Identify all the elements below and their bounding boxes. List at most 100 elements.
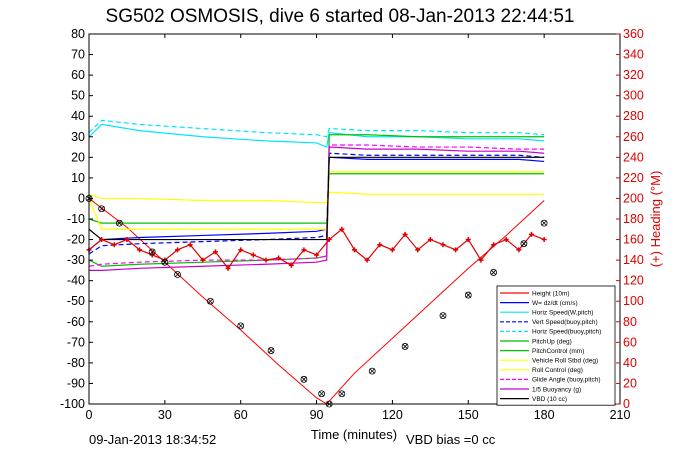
height-sample-cross bbox=[465, 292, 472, 298]
y2-tick-label: 140 bbox=[623, 253, 644, 267]
legend-entry: VBD (10 cc) bbox=[532, 396, 567, 403]
series-glide-angle-buoy-pitch bbox=[88, 144, 545, 267]
height-sample-cross bbox=[369, 368, 375, 374]
y-tick-label: 80 bbox=[71, 27, 85, 41]
y2-tick-label: 180 bbox=[623, 212, 644, 226]
height-sample-cross bbox=[521, 240, 527, 247]
y2-tick-label: 340 bbox=[623, 48, 644, 62]
height-sample-cross bbox=[162, 259, 168, 265]
series-roll-control-deg bbox=[88, 171, 545, 230]
legend-entry: 1/5 Buoyancy (g) bbox=[532, 386, 581, 393]
heading-point bbox=[212, 249, 218, 255]
height-sample-marker bbox=[206, 297, 214, 305]
x-tick-label: 90 bbox=[310, 408, 324, 422]
heading-point bbox=[415, 247, 421, 253]
legend-entry: Horiz Speed(W,pitch) bbox=[532, 310, 593, 317]
height-sample-marker bbox=[540, 219, 548, 227]
heading-point bbox=[339, 226, 345, 232]
heading-point bbox=[238, 247, 244, 253]
height-sample-marker bbox=[401, 343, 409, 350]
heading-point bbox=[465, 237, 471, 243]
heading-point bbox=[276, 255, 282, 261]
y2-tick-label: 360 bbox=[623, 27, 644, 41]
footer-timestamp: 09-Jan-2013 18:34:52 bbox=[89, 432, 216, 447]
series-layer bbox=[86, 119, 547, 405]
heading-point bbox=[516, 247, 522, 253]
series-height-10m bbox=[88, 198, 545, 405]
x-tick-label: 180 bbox=[534, 408, 555, 422]
height-sample-marker bbox=[318, 390, 326, 398]
heading-point bbox=[137, 247, 143, 253]
heading-point bbox=[352, 247, 357, 253]
y-tick-label: -50 bbox=[67, 294, 85, 308]
y2-tick-label: 260 bbox=[623, 130, 644, 144]
height-sample-cross bbox=[268, 347, 274, 354]
legend-entry: Horiz Speed(buoy,pitch) bbox=[532, 329, 601, 336]
height-sample-marker bbox=[439, 312, 447, 320]
y-tick-label: -10 bbox=[67, 212, 85, 226]
x-tick-label: 120 bbox=[382, 408, 403, 422]
heading-point bbox=[503, 237, 509, 243]
y2-tick-label: 300 bbox=[623, 89, 644, 103]
y2-tick-label: 100 bbox=[623, 294, 644, 308]
y-tick-label: 0 bbox=[78, 191, 85, 205]
y-tick-label: 40 bbox=[71, 109, 85, 123]
legend-entry: PitchUp (deg) bbox=[532, 338, 572, 345]
height-marker-layer bbox=[85, 195, 548, 408]
heading-point bbox=[427, 237, 433, 243]
height-sample-marker bbox=[464, 291, 472, 299]
x-axis-label: Time (minutes) bbox=[311, 427, 397, 442]
heading-point bbox=[364, 257, 370, 263]
x-axis: 0 30 60 90 120 150 180 210 bbox=[86, 34, 630, 422]
height-sample-marker bbox=[148, 248, 156, 256]
y2-tick-label: 240 bbox=[623, 150, 644, 164]
height-sample-marker bbox=[520, 240, 528, 248]
y-axis-left: 80 70 60 50 40 30 20 10 0 -10 -20 -30 -40 -50 -60 -70 -8… bbox=[60, 27, 93, 411]
legend-entry: W= dz/dt (cm/s) bbox=[532, 300, 578, 307]
height-sample-cross bbox=[402, 343, 408, 350]
heading-point bbox=[389, 247, 395, 253]
y2-tick-label: 160 bbox=[623, 233, 644, 247]
heading-point bbox=[440, 242, 446, 248]
height-sample-cross bbox=[318, 390, 325, 397]
y2-tick-label: 220 bbox=[623, 171, 644, 185]
height-sample-marker bbox=[490, 269, 497, 276]
y-tick-label: -70 bbox=[67, 335, 85, 349]
heading-point bbox=[288, 262, 294, 268]
x-tick-label: 30 bbox=[158, 408, 172, 422]
y2-tick-label: 80 bbox=[623, 315, 637, 329]
y2-tick-label: 120 bbox=[623, 274, 644, 288]
heading-point bbox=[200, 257, 206, 263]
heading-point bbox=[326, 237, 332, 243]
height-sample-cross bbox=[174, 271, 181, 278]
y2-tick-label: 20 bbox=[623, 376, 637, 390]
height-sample-marker bbox=[368, 367, 376, 375]
y-tick-label: 20 bbox=[71, 150, 85, 164]
y-axis-right: 3603403203002802602402202001801601401201… bbox=[616, 27, 644, 411]
y2-tick-label: 40 bbox=[623, 356, 637, 370]
heading-point bbox=[263, 257, 269, 263]
height-sample-marker bbox=[237, 322, 245, 330]
y-tick-label: -90 bbox=[67, 376, 85, 390]
heading-point bbox=[478, 257, 484, 263]
height-sample-marker bbox=[267, 347, 275, 354]
heading-point bbox=[402, 231, 408, 237]
legend-entry: PitchControl (mm) bbox=[532, 348, 584, 355]
y-tick-label: 70 bbox=[71, 48, 85, 62]
height-sample-marker bbox=[98, 205, 106, 213]
y-tick-label: -80 bbox=[67, 356, 85, 370]
height-sample-cross bbox=[149, 249, 155, 255]
y-tick-label: 50 bbox=[71, 89, 85, 103]
legend-entry: Vehicle Roll Stbd (deg) bbox=[532, 358, 598, 365]
y-tick-label: 30 bbox=[71, 130, 85, 144]
series-heading bbox=[86, 226, 547, 271]
legend-entry: Height (10m) bbox=[532, 290, 570, 297]
height-sample-cross bbox=[490, 269, 497, 276]
footer-vbd-bias: VBD bias =0 cc bbox=[406, 432, 496, 447]
heading-point bbox=[175, 247, 180, 253]
series-pitchup-deg bbox=[88, 134, 545, 267]
legend-entry: Roll Control (deg) bbox=[532, 367, 583, 374]
height-sample-cross bbox=[541, 220, 547, 226]
y-tick-label: -60 bbox=[67, 315, 85, 329]
